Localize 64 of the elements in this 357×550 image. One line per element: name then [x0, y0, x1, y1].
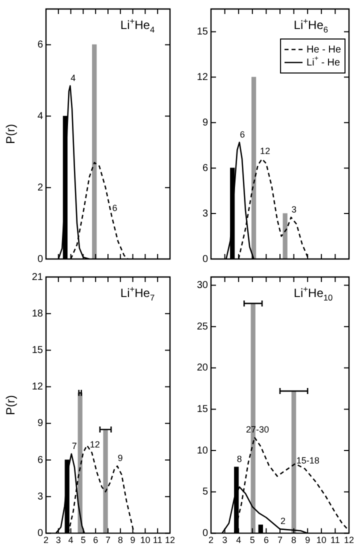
- bar: [103, 429, 108, 534]
- annotation: 8: [236, 454, 242, 464]
- y-tick-label: 2: [37, 182, 44, 194]
- y-tick-label: 3: [37, 491, 44, 502]
- x-tick-label: 3: [222, 535, 228, 546]
- x-tick-label: 4: [68, 535, 74, 546]
- x-tick-label: 11: [152, 535, 162, 546]
- annotation: 4: [70, 72, 76, 83]
- y-tick-label: 3: [202, 208, 208, 220]
- x-tick-label: 7: [277, 535, 283, 546]
- y-tick-label: 9: [202, 117, 208, 128]
- x-tick-label: 9: [130, 535, 136, 546]
- x-tick-label: 10: [140, 535, 150, 546]
- y-tick-label: 15: [196, 404, 208, 415]
- y-tick-label: 15: [196, 26, 208, 38]
- y-tick-label: 12: [32, 382, 44, 393]
- annotation: 6: [240, 129, 245, 140]
- x-tick-label: 11: [330, 535, 340, 546]
- y-tick-label: 6: [37, 39, 44, 50]
- y-tick-label: 30: [196, 280, 208, 292]
- y-tick-label: 21: [32, 272, 44, 283]
- y-tick-label: 0: [37, 254, 44, 265]
- y-tick-label: 4: [37, 110, 44, 122]
- y-tick-label: 0: [202, 254, 208, 265]
- bar: [251, 76, 256, 259]
- y-tick-label: 6: [202, 162, 208, 174]
- x-tick-label: 6: [93, 535, 98, 546]
- y-tick-label: 5: [202, 486, 208, 498]
- x-tick-label: 10: [316, 535, 326, 546]
- x-tick-label: 5: [250, 535, 255, 546]
- bar: [282, 213, 288, 259]
- bar: [291, 390, 296, 534]
- y-axis-title: P(r): [4, 124, 18, 144]
- y-axis-title: P(r): [4, 395, 18, 416]
- x-tick-label: 8: [291, 535, 296, 546]
- x-tick-label: 3: [56, 535, 61, 546]
- annotation: 6: [112, 203, 118, 214]
- y-tick-label: 10: [196, 445, 208, 456]
- y-tick-label: 18: [32, 308, 44, 320]
- annotation: 12: [90, 440, 100, 450]
- y-tick-label: 20: [196, 362, 208, 374]
- annotation: 27-30: [246, 424, 269, 434]
- y-tick-label: 0: [37, 528, 44, 539]
- y-tick-label: 15: [32, 344, 44, 356]
- y-tick-label: 6: [37, 454, 44, 466]
- x-tick-label: 9: [305, 535, 310, 546]
- legend-label: He - He: [306, 44, 342, 56]
- x-tick-label: 12: [164, 535, 176, 546]
- annotation: 3: [292, 204, 297, 214]
- x-tick-label: 12: [344, 535, 354, 546]
- annotation: 15-18: [296, 456, 320, 466]
- y-tick-label: 25: [196, 321, 208, 332]
- y-tick-label: 12: [196, 72, 208, 83]
- annotation: 9: [118, 453, 123, 464]
- x-tick-label: 8: [118, 535, 123, 546]
- annotation: 7: [72, 440, 77, 451]
- annotation: 12: [260, 146, 270, 156]
- x-tick-label: 7: [105, 535, 111, 546]
- y-tick-label: 0: [202, 528, 208, 539]
- x-tick-label: 6: [264, 535, 269, 546]
- annotation: 2: [280, 516, 286, 526]
- x-tick-label: 4: [236, 535, 242, 546]
- x-tick-label: 5: [80, 535, 86, 546]
- y-tick-label: 9: [37, 418, 44, 430]
